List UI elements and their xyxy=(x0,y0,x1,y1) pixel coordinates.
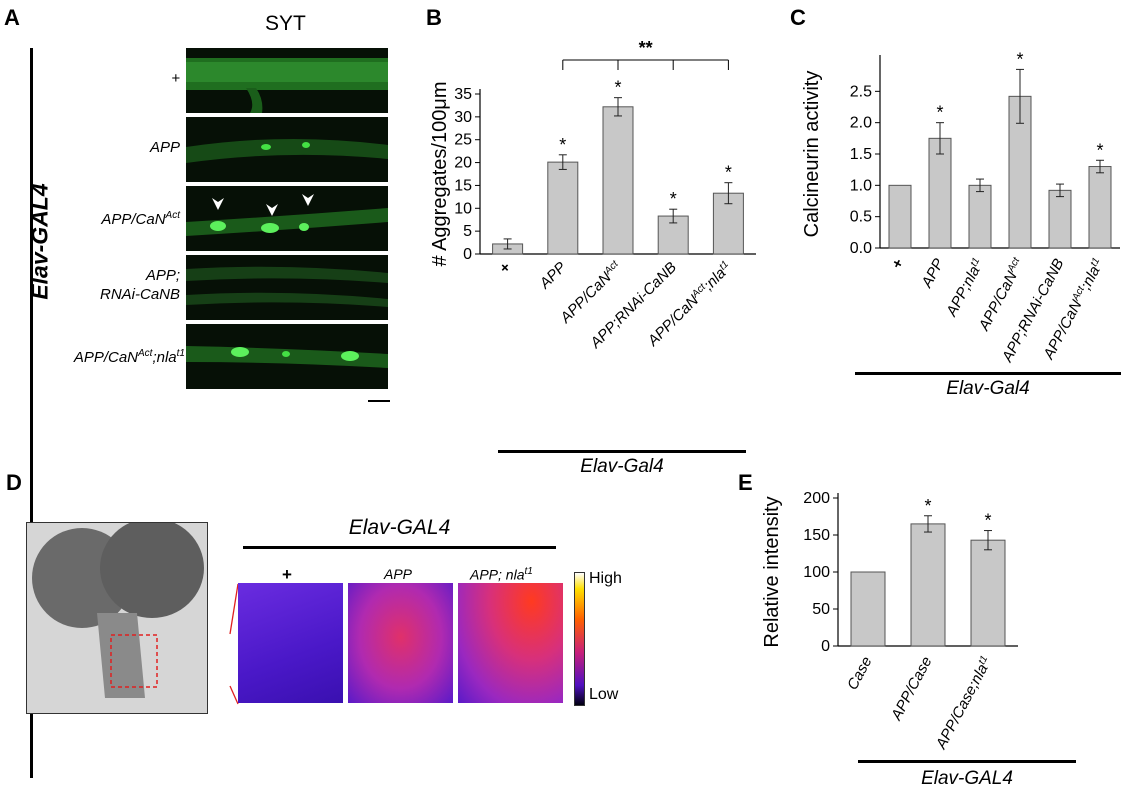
chart-c: 0.0 0.5 1.0 1.5 2.0 2.5 Calcineurin activity + *… xyxy=(801,49,1120,366)
chart-e-group-line xyxy=(858,760,1076,763)
chart-b-ytick-label: 25 xyxy=(454,132,472,149)
chart-e-ylabel: Relative intensity xyxy=(761,496,783,647)
panel-a-title: SYT xyxy=(265,12,306,35)
chart-c-category-label: + xyxy=(888,256,907,272)
brain-brightfield-image xyxy=(26,522,208,714)
chart-b-bar xyxy=(602,106,634,255)
heatmap-label-app: APP xyxy=(384,566,413,582)
micrograph-app-canact xyxy=(186,186,388,251)
chart-b-group-line xyxy=(498,450,746,453)
chart-c-ytick-label: 2.0 xyxy=(850,115,872,132)
chart-b-ytick-label: 35 xyxy=(454,86,472,103)
heatmap-label-app-nla: APP; nlat1 xyxy=(470,566,533,583)
chart-e-bar xyxy=(970,539,1006,647)
row-label-app-rnai: APP; RNAi-CaNB xyxy=(99,267,180,303)
panel-d-group-label: Elav-GAL4 xyxy=(348,516,451,539)
chart-b-star: * xyxy=(614,78,621,98)
panel-a-bracket-line xyxy=(30,48,33,778)
row-label-control: + xyxy=(171,70,180,87)
chart-c-star: * xyxy=(936,103,943,123)
chart-c-ylabel: Calcineurin activity xyxy=(801,71,823,238)
chart-e-star: * xyxy=(924,496,931,516)
chart-b-ytick-label: 30 xyxy=(454,109,472,126)
color-scale-high: High xyxy=(589,570,622,587)
chart-b-ytick-label: 15 xyxy=(454,177,472,194)
chart-c-ytick-label: 0.5 xyxy=(850,209,872,226)
chart-e-ytick-label: 50 xyxy=(812,601,830,618)
chart-c-group-label: Elav-Gal4 xyxy=(946,378,1030,399)
color-scale-bar xyxy=(574,572,585,706)
panel-e-letter: E xyxy=(738,470,753,495)
chart-e-ytick-label: 0 xyxy=(821,638,830,655)
chart-c-ytick-label: 1.0 xyxy=(850,177,872,194)
color-scale-low: Low xyxy=(589,686,619,703)
chart-b-star: * xyxy=(559,135,566,155)
chart-e-ytick-label: 200 xyxy=(803,490,830,507)
chart-b-ylabel: # Aggregates/100μm xyxy=(429,82,451,267)
chart-c-star: * xyxy=(1016,49,1023,69)
chart-b-ytick-label: 5 xyxy=(463,223,472,240)
chart-c-bar xyxy=(888,184,912,249)
chart-e-ytick-label: 100 xyxy=(803,564,830,581)
micrograph-app xyxy=(186,117,388,182)
chart-c-ytick-label: 2.5 xyxy=(850,83,872,100)
chart-e-ytick-label: 150 xyxy=(803,527,830,544)
chart-b-category-label: APP xyxy=(536,259,570,293)
micrograph-control xyxy=(186,48,388,113)
row-label-app-canact: APP/CaNAct xyxy=(101,210,180,228)
chart-c-ytick-label: 0.0 xyxy=(850,240,872,257)
chart-c-group-line xyxy=(855,372,1121,375)
chart-e-star: * xyxy=(984,511,991,531)
chart-c-bar xyxy=(1048,189,1072,249)
chart-e: 0 50 100 150 200 Relative intensity Case * APP/C… xyxy=(761,490,1018,753)
panel-a-side-label: Elav-GAL4 xyxy=(26,183,53,300)
micrograph-app-canact-nla xyxy=(186,324,388,389)
row-label-app-canact-nla: APP/CaNAct;nlat1 xyxy=(73,348,185,366)
panel-c-letter: C xyxy=(790,5,806,30)
chart-c-ytick-label: 1.5 xyxy=(850,146,872,163)
chart-e-group-label: Elav-GAL4 xyxy=(921,768,1013,789)
chart-b-ytick-label: 0 xyxy=(463,246,472,263)
chart-e-bar xyxy=(910,523,946,647)
panel-a-letter: A xyxy=(4,5,20,30)
heatmap-app-nla xyxy=(458,583,563,703)
chart-c-bar xyxy=(968,184,992,249)
chart-e-category-label: Case xyxy=(844,654,875,693)
chart-e-category-label: APP/Case;nlat1 xyxy=(932,654,996,753)
chart-b-star: * xyxy=(670,189,677,209)
heatmap-app xyxy=(348,583,453,703)
scale-bar xyxy=(368,400,390,402)
row-label-app: APP xyxy=(149,139,180,156)
chart-b-ytick-label: 10 xyxy=(454,200,472,217)
chart-e-bar xyxy=(850,571,886,647)
zoom-lines xyxy=(229,583,239,705)
panel-b-letter: B xyxy=(426,5,442,30)
panel-d-group-line xyxy=(243,546,556,549)
chart-b-star: * xyxy=(725,163,732,183)
heatmap-label-control: + xyxy=(282,565,292,584)
chart-c-category-label: APP xyxy=(918,256,948,291)
heatmap-control xyxy=(238,583,343,703)
chart-b-bar xyxy=(547,161,579,255)
chart-b-category-label: + xyxy=(496,259,514,277)
chart-c-bar xyxy=(1088,166,1112,249)
chart-c-star: * xyxy=(1096,140,1103,160)
chart-c-bar xyxy=(928,137,952,249)
chart-c-category-label: APP;nlat1 xyxy=(942,256,987,320)
chart-e-category-label: APP/Case xyxy=(888,654,936,724)
chart-b-group-label: Elav-Gal4 xyxy=(580,456,664,477)
chart-b-ytick-label: 20 xyxy=(454,155,472,172)
chart-b-sig-stars: ** xyxy=(639,38,653,58)
panel-d-letter: D xyxy=(6,470,22,495)
micrograph-app-rnai xyxy=(186,255,388,320)
